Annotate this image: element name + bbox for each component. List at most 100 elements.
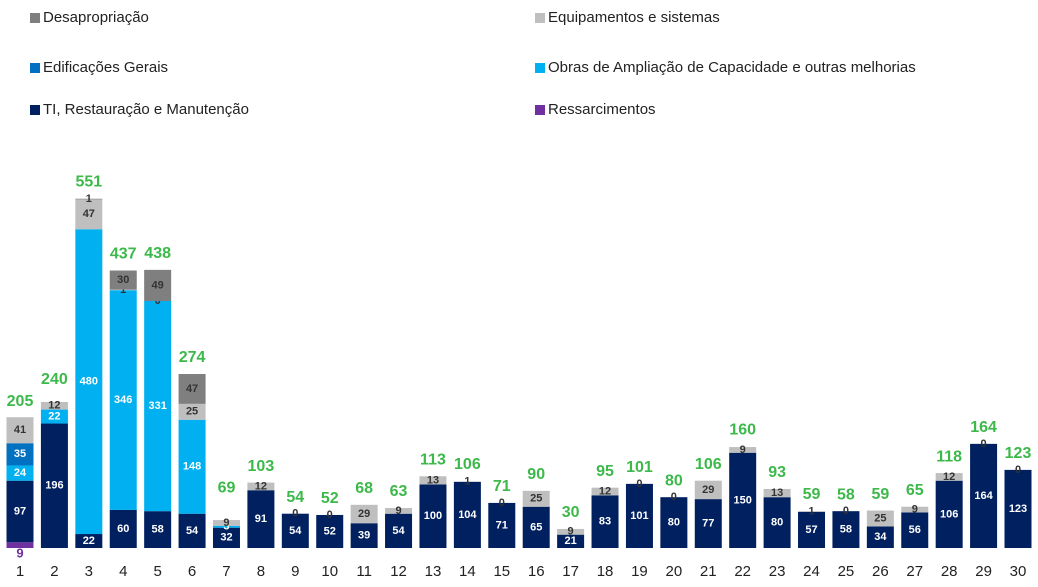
bar-segment [75, 534, 103, 548]
total-label: 551 [75, 173, 102, 190]
bar-segment [212, 527, 240, 548]
bar-segment [385, 513, 413, 548]
x-tick-label: 11 [356, 563, 372, 580]
segment-label: 52 [324, 525, 336, 537]
bar-segment [350, 523, 378, 548]
total-label: 274 [179, 349, 206, 366]
bar-segment [866, 510, 894, 527]
segment-label: 25 [186, 406, 198, 418]
total-label: 437 [110, 246, 137, 263]
bar-segment [75, 199, 103, 230]
x-tick-label: 12 [390, 563, 407, 580]
bar-segment [832, 511, 860, 548]
bar-segment [40, 409, 68, 424]
x-tick-label: 7 [222, 563, 230, 580]
bar-segment [316, 514, 344, 548]
legend-swatch [535, 13, 545, 23]
x-tick-label: 1 [16, 563, 24, 580]
bar-segment [935, 480, 963, 548]
segment-label: 22 [83, 535, 95, 547]
legend-label: Ressarcimentos [548, 101, 656, 118]
bar-segment [729, 447, 757, 453]
total-label: 123 [1005, 445, 1032, 462]
total-label: 93 [768, 464, 786, 481]
bar-segment [935, 473, 963, 481]
bar-segment [247, 482, 275, 491]
bar-segment [144, 300, 172, 512]
legend-swatch [535, 63, 545, 73]
segment-label: 9 [16, 545, 23, 560]
segment-label: 123 [1009, 503, 1027, 515]
bar-segment [178, 513, 206, 548]
x-tick-label: 8 [257, 563, 265, 580]
segment-label: 0 [499, 497, 505, 509]
bar-segment [75, 229, 103, 535]
segment-label: 13 [427, 474, 439, 486]
segment-label: 0 [843, 505, 849, 517]
bar-segment [522, 506, 550, 548]
x-tick-label: 4 [119, 563, 127, 580]
bar-segment [350, 504, 378, 524]
bar-segment [901, 512, 929, 548]
bar-segment [6, 542, 34, 548]
total-label: 69 [218, 479, 236, 496]
legend-label: Equipamentos e sistemas [548, 9, 720, 26]
segment-label: 9 [395, 505, 401, 517]
bar-segment [6, 480, 34, 543]
segment-label: 30 [117, 274, 129, 286]
bar-segment [798, 511, 826, 548]
bar-segment [40, 423, 68, 548]
bar-segment [247, 490, 275, 548]
segment-label: 58 [152, 523, 164, 535]
segment-label: 91 [255, 513, 267, 525]
segment-label: 101 [630, 510, 648, 522]
x-tick-label: 20 [666, 563, 683, 580]
segment-label: 54 [289, 525, 302, 537]
segment-label: 9 [912, 503, 918, 515]
bar-segment [901, 506, 929, 513]
bar-segment [144, 269, 172, 301]
total-label: 438 [144, 245, 171, 262]
x-tick-label: 18 [597, 563, 614, 580]
segment-label: 47 [186, 383, 198, 395]
segment-label: 13 [771, 487, 783, 499]
segment-label: 1 [808, 505, 814, 517]
segment-label: 25 [874, 512, 886, 524]
x-tick-label: 3 [85, 563, 93, 580]
segment-label: 49 [152, 279, 164, 291]
x-tick-label: 6 [188, 563, 196, 580]
segment-label: 3 [223, 521, 229, 533]
segment-label: 1 [86, 193, 92, 205]
x-tick-label: 10 [321, 563, 338, 580]
legend-swatch [30, 13, 40, 23]
segment-label: 0 [327, 509, 333, 521]
segment-label: 12 [48, 400, 60, 412]
segment-label: 9 [568, 526, 574, 538]
bar-segment [660, 497, 688, 548]
segment-label: 25 [530, 493, 542, 505]
bar-segment [694, 480, 722, 500]
bar-segment [419, 476, 447, 485]
segment-label: 196 [45, 480, 63, 492]
bar-segment [212, 525, 240, 528]
segment-label: 97 [14, 505, 26, 517]
total-label: 58 [837, 486, 855, 503]
total-label: 30 [562, 504, 580, 521]
bar-segment [6, 465, 34, 481]
total-label: 59 [803, 486, 821, 503]
bar-segment [109, 509, 137, 548]
segment-label: 34 [874, 531, 887, 543]
x-tick-label: 30 [1010, 563, 1027, 580]
total-label: 95 [596, 463, 614, 480]
total-label: 54 [286, 489, 304, 506]
total-label: 80 [665, 472, 683, 489]
legend-swatch [535, 105, 545, 115]
total-label: 240 [41, 371, 68, 388]
segment-label: 331 [148, 400, 166, 412]
bar-segment [109, 290, 137, 510]
segment-label: 0 [292, 508, 298, 520]
total-label: 106 [454, 456, 481, 473]
bar-segment [798, 511, 826, 512]
total-label: 63 [390, 483, 408, 500]
